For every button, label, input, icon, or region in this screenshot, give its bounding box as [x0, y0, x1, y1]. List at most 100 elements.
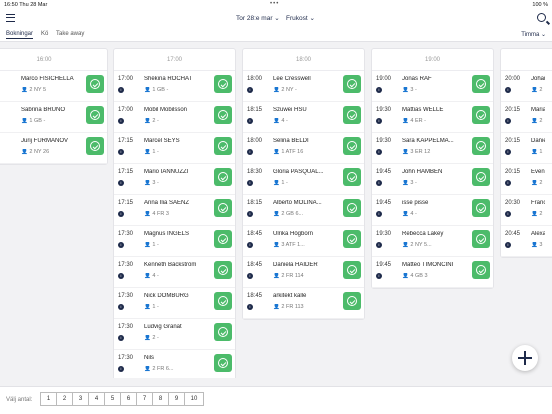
- booking-time: 17:30: [118, 355, 134, 361]
- booking-card[interactable]: 18:00 i Lee Cresswell 👤 2 NY -: [243, 71, 364, 102]
- check-in-button[interactable]: [214, 354, 232, 372]
- time-column: 18:00 18:00 i Lee Cresswell 👤 2 NY - 18:15 i Sz…: [242, 48, 365, 320]
- check-in-button[interactable]: [86, 75, 104, 93]
- booking-details: 👤 2 FR 114: [273, 273, 304, 279]
- check-in-button[interactable]: [343, 168, 361, 186]
- guest-name: arkitekt kalle: [273, 293, 307, 299]
- booking-card[interactable]: 19:30 i Sara KAPPELMA... 👤 3 ER 12: [372, 133, 493, 164]
- booking-card[interactable]: 17:15 i Marcel SEYS 👤 1 -: [114, 133, 235, 164]
- check-in-button[interactable]: [86, 106, 104, 124]
- booking-card[interactable]: 17:30 i Ludvig Granat 👤 2 -: [114, 319, 235, 350]
- check-in-button[interactable]: [472, 106, 490, 124]
- booking-card[interactable]: 17:30 i Nils 👤 2 FR 6...: [114, 350, 235, 378]
- check-in-button[interactable]: [214, 106, 232, 124]
- date-selector[interactable]: Tor 28:e mar ⌄: [236, 15, 280, 22]
- booking-details: 👤 3 -: [144, 180, 159, 186]
- count-option-5[interactable]: 5: [104, 392, 121, 406]
- booking-card[interactable]: 18:15 i Alberto MOLINA... 👤 2 GB 6...: [243, 195, 364, 226]
- check-in-button[interactable]: [343, 199, 361, 217]
- meal-selector[interactable]: Frukost ⌄: [286, 15, 315, 22]
- booking-card[interactable]: 19:45 i Matteo TIMONCINI 👤 4 GB 3: [372, 257, 493, 288]
- booking-card[interactable]: 20:00 i Johan 👤 2: [501, 71, 552, 102]
- check-in-button[interactable]: [343, 106, 361, 124]
- check-in-button[interactable]: [343, 292, 361, 310]
- check-in-button[interactable]: [343, 261, 361, 279]
- check-in-button[interactable]: [214, 199, 232, 217]
- count-option-2[interactable]: 2: [56, 392, 73, 406]
- count-option-6[interactable]: 6: [120, 392, 137, 406]
- count-option-9[interactable]: 9: [168, 392, 185, 406]
- check-in-button[interactable]: [214, 137, 232, 155]
- booking-card[interactable]: 20:45 i Alexa 👤 3: [501, 226, 552, 257]
- booking-card[interactable]: 17:15 i Anna Ilia SAENZ 👤 4 FR 3: [114, 195, 235, 226]
- booking-card[interactable]: 20:15 i Maria 👤 2: [501, 102, 552, 133]
- check-in-button[interactable]: [86, 137, 104, 155]
- check-in-button[interactable]: [214, 292, 232, 310]
- info-icon: i: [118, 180, 125, 186]
- count-option-8[interactable]: 8: [152, 392, 169, 406]
- booking-card[interactable]: 17:00 i Shékina ROCHAT 👤 1 GB -: [114, 71, 235, 102]
- check-in-button[interactable]: [472, 137, 490, 155]
- check-in-button[interactable]: [472, 168, 490, 186]
- check-in-button[interactable]: [343, 137, 361, 155]
- booking-card[interactable]: 18:45 i Daniela HAIDER 👤 2 FR 114: [243, 257, 364, 288]
- booking-card[interactable]: 19:45 i isse pisse 👤 4 -: [372, 195, 493, 226]
- check-in-button[interactable]: [343, 230, 361, 248]
- booking-card[interactable]: 17:30 i Magnus INGELS 👤 1 -: [114, 226, 235, 257]
- check-in-button[interactable]: [214, 168, 232, 186]
- guest-name: Franc: [531, 200, 545, 206]
- count-option-7[interactable]: 7: [136, 392, 153, 406]
- count-option-4[interactable]: 4: [88, 392, 105, 406]
- booking-card[interactable]: 18:45 i arkitekt kalle 👤 2 FR 113: [243, 288, 364, 319]
- multitask-dots[interactable]: •••: [270, 1, 280, 7]
- booking-card[interactable]: 18:00 i Selina BELDI 👤 1 ATF 16: [243, 133, 364, 164]
- booking-card[interactable]: 20:15 i Even 👤 2: [501, 164, 552, 195]
- booking-card[interactable]: Marco FISICHELLA 👤 2 NY 5: [0, 71, 107, 102]
- booking-card[interactable]: 17:30 i Nick DOMBURG 👤 1 -: [114, 288, 235, 319]
- check-in-button[interactable]: [214, 75, 232, 93]
- booking-details: 👤 1 -: [144, 304, 159, 310]
- booking-card[interactable]: 17:00 i Mobil Mobilsson 👤 2 -: [114, 102, 235, 133]
- booking-board[interactable]: 16:00 Marco FISICHELLA 👤 2 NY 5 Sabrina BRU…: [0, 48, 552, 378]
- info-icon: i: [118, 335, 125, 341]
- check-in-button[interactable]: [472, 75, 490, 93]
- hamburger-menu-icon[interactable]: [6, 14, 15, 22]
- booking-details: 👤 1 -: [144, 149, 159, 155]
- booking-time: 18:15: [247, 107, 263, 113]
- check-in-button[interactable]: [472, 199, 490, 217]
- booking-card[interactable]: 18:30 i Gloria PASQUAL... 👤 1 -: [243, 164, 364, 195]
- booking-details: 👤 2: [531, 87, 543, 93]
- check-in-button[interactable]: [472, 261, 490, 279]
- booking-card[interactable]: 17:15 i Mario IANNUZZI 👤 3 -: [114, 164, 235, 195]
- booking-card[interactable]: 18:15 i Szuwei HSU 👤 4 -: [243, 102, 364, 133]
- info-icon: i: [505, 87, 512, 93]
- top-bar: Tor 28:e mar ⌄ Frukost ⌄: [0, 10, 552, 28]
- booking-card[interactable]: Jurij FURMANOV 👤 2 NY 26: [0, 133, 107, 164]
- check-in-button[interactable]: [343, 75, 361, 93]
- count-option-1[interactable]: 1: [40, 392, 57, 406]
- booking-card[interactable]: 19:30 i Rebecca Lakey 👤 2 NY 5...: [372, 226, 493, 257]
- tab-bokningar[interactable]: Bokningar: [6, 31, 34, 39]
- booking-card[interactable]: 19:30 i Mattias WELLE 👤 4 ER -: [372, 102, 493, 133]
- booking-card[interactable]: 20:30 i Franc 👤 2: [501, 195, 552, 226]
- check-in-button[interactable]: [214, 230, 232, 248]
- add-booking-button[interactable]: [512, 345, 538, 371]
- tab-take-away[interactable]: Take away: [56, 31, 85, 37]
- booking-card[interactable]: 18:45 i Ulrika Högborn 👤 3 ATF 1...: [243, 226, 364, 257]
- booking-card[interactable]: Sabrina BRUNO 👤 1 GB -: [0, 102, 107, 133]
- tab-ko[interactable]: Kö: [41, 31, 49, 37]
- booking-card[interactable]: 20:15 i Danie 👤 1: [501, 133, 552, 164]
- check-in-button[interactable]: [214, 323, 232, 341]
- search-icon[interactable]: [537, 13, 546, 22]
- column-hour: 19:00: [372, 49, 493, 71]
- check-in-button[interactable]: [472, 230, 490, 248]
- booking-time: 18:00: [247, 76, 263, 82]
- booking-card[interactable]: 17:30 i Kenneth Bäckström 👤 4 -: [114, 257, 235, 288]
- view-selector[interactable]: Timma ⌄: [521, 32, 546, 38]
- booking-card[interactable]: 19:00 i Jonas RÄF 👤 3 -: [372, 71, 493, 102]
- count-option-10[interactable]: 10: [184, 392, 204, 406]
- booking-card[interactable]: 19:45 i John HAMBEN 👤 3 -: [372, 164, 493, 195]
- count-option-3[interactable]: 3: [72, 392, 89, 406]
- check-in-button[interactable]: [214, 261, 232, 279]
- booking-time: 18:45: [247, 231, 263, 237]
